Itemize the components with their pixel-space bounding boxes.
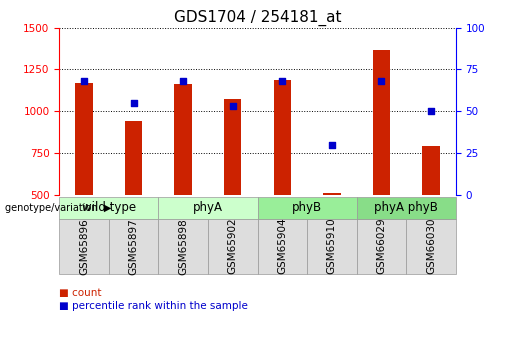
Point (80, 78, 88, 84)
Text: GSM65898: GSM65898 (178, 218, 188, 275)
Point (129, 100, 138, 106)
Bar (422, 146, 440, 195)
Text: phyB: phyB (292, 201, 322, 214)
Bar (224, 99, 242, 195)
Text: ■ count: ■ count (59, 288, 102, 298)
Point (179, 78, 187, 84)
Text: GSM65897: GSM65897 (129, 218, 139, 275)
Bar (125, 121, 142, 195)
Text: GSM65910: GSM65910 (327, 218, 337, 275)
Text: phyA: phyA (193, 201, 223, 214)
Point (377, 78, 386, 84)
Bar (323, 193, 340, 195)
Text: GSM66029: GSM66029 (376, 218, 386, 275)
Text: GSM65904: GSM65904 (277, 218, 287, 275)
Bar (373, 50, 390, 195)
Text: wild type: wild type (82, 201, 136, 214)
Point (427, 108, 435, 114)
Text: ■ percentile rank within the sample: ■ percentile rank within the sample (59, 302, 248, 312)
Bar (75, 83, 93, 195)
Bar (273, 80, 291, 195)
Point (229, 104, 237, 109)
Point (278, 78, 286, 84)
Text: phyA phyB: phyA phyB (374, 201, 438, 214)
Text: GSM65902: GSM65902 (228, 218, 238, 275)
Text: GSM65896: GSM65896 (79, 218, 89, 275)
Text: genotype/variation  ▶: genotype/variation ▶ (5, 203, 112, 213)
Bar (175, 83, 192, 195)
Text: GSM66030: GSM66030 (426, 218, 436, 274)
Point (328, 142, 336, 148)
Title: GDS1704 / 254181_at: GDS1704 / 254181_at (174, 10, 341, 26)
